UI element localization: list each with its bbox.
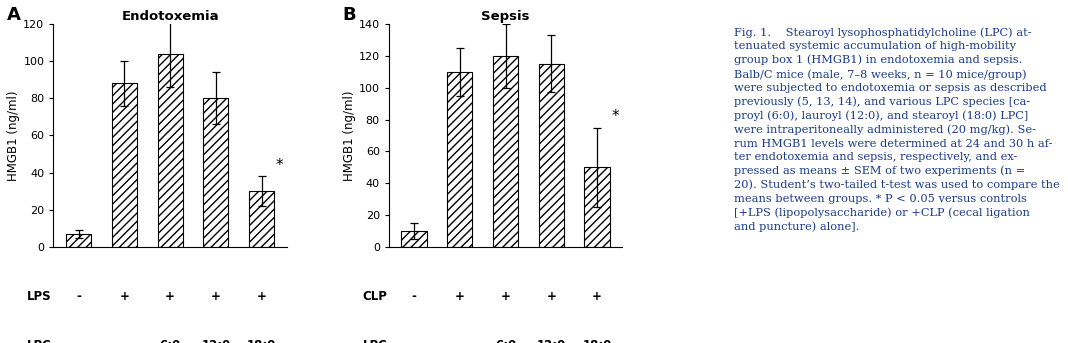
Text: -: - (122, 339, 127, 343)
Text: LPC: LPC (27, 339, 52, 343)
Bar (538, 64, 564, 247)
Text: 12:0: 12:0 (201, 339, 231, 343)
Text: *: * (612, 109, 619, 125)
Text: LPC: LPC (362, 339, 388, 343)
Text: 18:0: 18:0 (582, 339, 612, 343)
Text: A: A (6, 6, 20, 24)
Bar (402, 231, 426, 247)
Text: -: - (76, 339, 81, 343)
Text: *: * (276, 158, 284, 173)
Bar (249, 191, 274, 247)
Bar (203, 98, 229, 247)
Bar (447, 72, 472, 247)
Text: +: + (501, 289, 511, 303)
Bar (157, 54, 183, 247)
Text: +: + (120, 289, 129, 303)
Text: +: + (547, 289, 556, 303)
Text: -: - (411, 289, 417, 303)
Text: B: B (342, 6, 356, 24)
Text: +: + (166, 289, 175, 303)
Title: Sepsis: Sepsis (482, 10, 530, 23)
Text: LPS: LPS (28, 289, 52, 303)
Y-axis label: HMGB1 (ng/ml): HMGB1 (ng/ml) (343, 90, 356, 181)
Text: -: - (411, 339, 417, 343)
Text: +: + (256, 289, 267, 303)
Text: +: + (455, 289, 465, 303)
Bar (66, 234, 91, 247)
Text: CLP: CLP (362, 289, 388, 303)
Text: 6:0: 6:0 (494, 339, 516, 343)
Text: +: + (211, 289, 221, 303)
Text: 18:0: 18:0 (247, 339, 277, 343)
Y-axis label: HMGB1 (ng/ml): HMGB1 (ng/ml) (7, 90, 20, 181)
Title: Endotoxemia: Endotoxemia (122, 10, 219, 23)
Bar (493, 56, 518, 247)
Text: +: + (592, 289, 602, 303)
Text: Fig. 1.    Stearoyl lysophosphatidylcholine (LPC) at-
tenuated systemic accumula: Fig. 1. Stearoyl lysophosphatidylcholine… (735, 27, 1061, 232)
Text: -: - (76, 289, 81, 303)
Text: 12:0: 12:0 (536, 339, 566, 343)
Bar (584, 167, 610, 247)
Text: 6:0: 6:0 (159, 339, 180, 343)
Text: -: - (457, 339, 462, 343)
Bar (112, 83, 137, 247)
